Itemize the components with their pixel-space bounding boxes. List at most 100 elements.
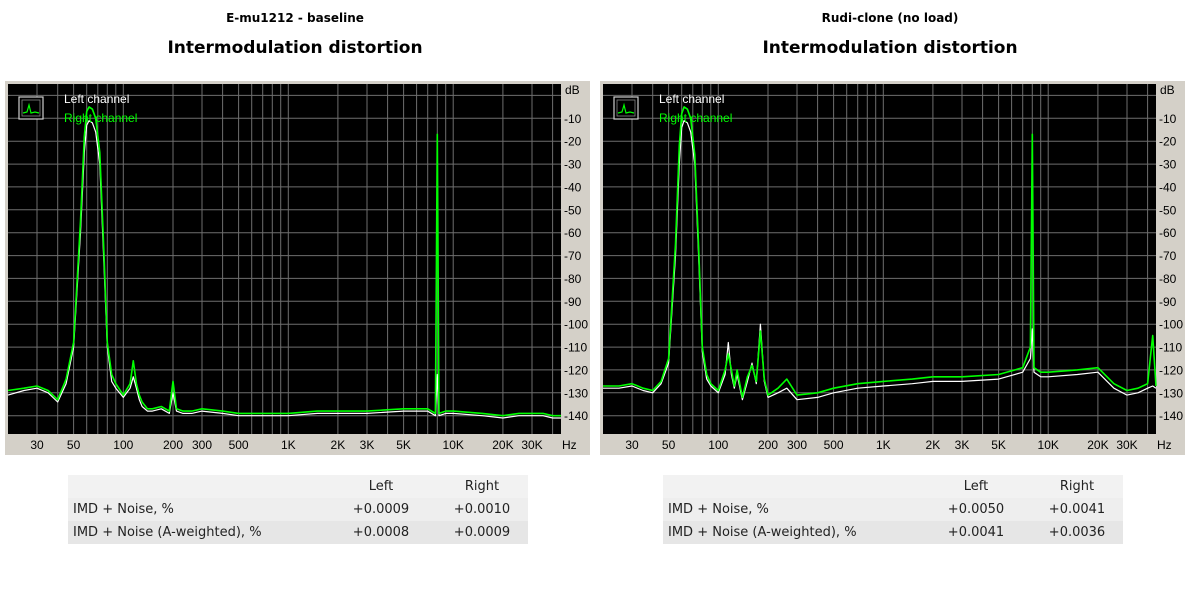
legend-right-channel: Right channel	[659, 111, 732, 125]
results-header-row: Left Right	[663, 475, 1123, 498]
series-line-left	[7, 119, 561, 419]
header-right: Right	[436, 475, 528, 498]
row-label: IMD + Noise, %	[663, 498, 921, 521]
x-axis-unit: Hz	[1157, 438, 1172, 452]
y-tick-label: -70	[564, 249, 582, 263]
chart-subtitle: Rudi-clone (no load)	[821, 11, 959, 25]
x-tick-label: 1K	[281, 438, 296, 452]
results-table: Left Right IMD + Noise, % +0.0050 +0.004…	[663, 475, 1123, 544]
legend-left-channel: Left channel	[659, 92, 724, 106]
x-tick-label: 30	[625, 438, 639, 452]
row-right-value: +0.0036	[1031, 521, 1123, 544]
row-right-value: +0.0009	[436, 521, 528, 544]
panel-rudi-clone: Rudi-clone (no load) Intermodulation dis…	[595, 0, 1185, 590]
x-tick-label: 2K	[926, 438, 941, 452]
legend-icon-trace	[617, 102, 635, 114]
y-tick-label: -10	[1159, 112, 1177, 126]
plot-area	[8, 84, 561, 434]
table-row: IMD + Noise, % +0.0009 +0.0010	[68, 498, 528, 521]
x-axis-unit: Hz	[562, 438, 577, 452]
x-tick-label: 50	[67, 438, 81, 452]
y-tick-label: -10	[564, 112, 582, 126]
x-tick-label: 300	[787, 438, 807, 452]
y-tick-label: -100	[1159, 318, 1183, 332]
row-label: IMD + Noise, %	[68, 498, 326, 521]
table-row: IMD + Noise, % +0.0050 +0.0041	[663, 498, 1123, 521]
x-tick-label: 30K	[1116, 438, 1137, 452]
header-label	[663, 475, 921, 498]
x-tick-label: 200	[758, 438, 778, 452]
y-tick-label: -90	[564, 295, 582, 309]
row-right-value: +0.0041	[1031, 498, 1123, 521]
y-axis-unit: dB	[565, 83, 580, 97]
row-label: IMD + Noise (A-weighted), %	[68, 521, 326, 544]
chart-title: Intermodulation distortion	[167, 38, 423, 58]
row-label: IMD + Noise (A-weighted), %	[663, 521, 921, 544]
y-tick-label: -90	[1159, 295, 1177, 309]
x-tick-label: 10K	[1038, 438, 1059, 452]
y-tick-label: -70	[1159, 249, 1177, 263]
y-axis-unit: dB	[1160, 83, 1175, 97]
legend-icon-inner	[616, 99, 636, 117]
header-left: Left	[921, 475, 1031, 498]
x-tick-label: 500	[229, 438, 249, 452]
table-row: IMD + Noise (A-weighted), % +0.0041 +0.0…	[663, 521, 1123, 544]
x-tick-label: 30K	[521, 438, 542, 452]
table-row: IMD + Noise (A-weighted), % +0.0008 +0.0…	[68, 521, 528, 544]
results-table: Left Right IMD + Noise, % +0.0009 +0.001…	[68, 475, 528, 544]
y-tick-label: -50	[564, 203, 582, 217]
x-tick-label: 10K	[443, 438, 464, 452]
x-tick-label: 20K	[1087, 438, 1108, 452]
chart-title: Intermodulation distortion	[762, 38, 1018, 58]
y-tick-label: -120	[564, 363, 588, 377]
legend-icon-trace	[22, 102, 40, 114]
y-tick-label: -110	[1159, 341, 1182, 355]
y-tick-label: -40	[1159, 180, 1177, 194]
x-tick-label: 5K	[991, 438, 1006, 452]
x-tick-label: 500	[824, 438, 844, 452]
imd-chart-baseline: Left channel Right channel dB -10 -20 -30 -40 -…	[7, 83, 588, 452]
x-tick-label: 3K	[955, 438, 970, 452]
y-tick-label: -60	[564, 226, 582, 240]
y-tick-label: -140	[564, 409, 588, 423]
row-left-value: +0.0008	[326, 521, 436, 544]
y-tick-label: -130	[564, 386, 588, 400]
x-tick-label: 2K	[331, 438, 346, 452]
x-tick-label: 100	[708, 438, 728, 452]
series-line-right	[7, 106, 561, 417]
legend-icon	[18, 96, 44, 120]
x-tick-label: 300	[192, 438, 212, 452]
x-tick-label: 1K	[876, 438, 891, 452]
chart-subtitle: E-mu1212 - baseline	[226, 11, 364, 25]
legend-right-channel: Right channel	[64, 111, 137, 125]
y-tick-label: -100	[564, 318, 588, 332]
y-tick-label: -30	[564, 158, 582, 172]
y-tick-label: -40	[564, 180, 582, 194]
y-tick-label: -130	[1159, 386, 1183, 400]
x-tick-label: 3K	[360, 438, 375, 452]
results-header-row: Left Right	[68, 475, 528, 498]
panel-baseline: E-mu1212 - baseline Intermodulation dist…	[0, 0, 590, 590]
y-tick-label: -60	[1159, 226, 1177, 240]
x-tick-label: 20K	[492, 438, 513, 452]
y-tick-label: -30	[1159, 158, 1177, 172]
y-tick-label: -20	[1159, 135, 1177, 149]
row-left-value: +0.0041	[921, 521, 1031, 544]
y-tick-label: -140	[1159, 409, 1183, 423]
chart-frame: Left channel Right channel dB -10 -20 -30 -40 -…	[5, 81, 590, 455]
series-line-right	[603, 106, 1157, 399]
row-left-value: +0.0050	[921, 498, 1031, 521]
legend-icon-inner	[21, 99, 41, 117]
x-tick-label: 200	[163, 438, 183, 452]
x-tick-label: 50	[662, 438, 676, 452]
row-left-value: +0.0009	[326, 498, 436, 521]
header-left: Left	[326, 475, 436, 498]
header-label	[68, 475, 326, 498]
y-tick-label: -80	[564, 272, 582, 286]
x-tick-label: 100	[113, 438, 133, 452]
x-tick-label: 5K	[396, 438, 411, 452]
row-right-value: +0.0010	[436, 498, 528, 521]
y-tick-label: -80	[1159, 272, 1177, 286]
y-tick-label: -110	[564, 341, 587, 355]
y-tick-label: -120	[1159, 363, 1183, 377]
